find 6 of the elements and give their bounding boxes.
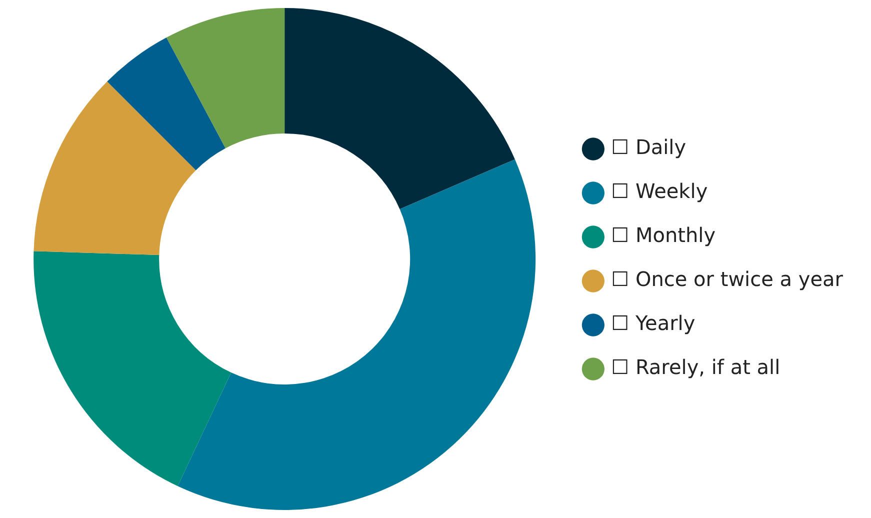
legend-label: ☐ Once or twice a year bbox=[611, 267, 844, 292]
legend-label: ☐ Rarely, if at all bbox=[611, 355, 780, 380]
legend-label: ☐ Monthly bbox=[611, 223, 716, 248]
legend-label: ☐ Yearly bbox=[611, 311, 696, 336]
legend-label: ☐ Weekly bbox=[611, 179, 708, 204]
legend-label: ☐ Daily bbox=[611, 135, 686, 160]
